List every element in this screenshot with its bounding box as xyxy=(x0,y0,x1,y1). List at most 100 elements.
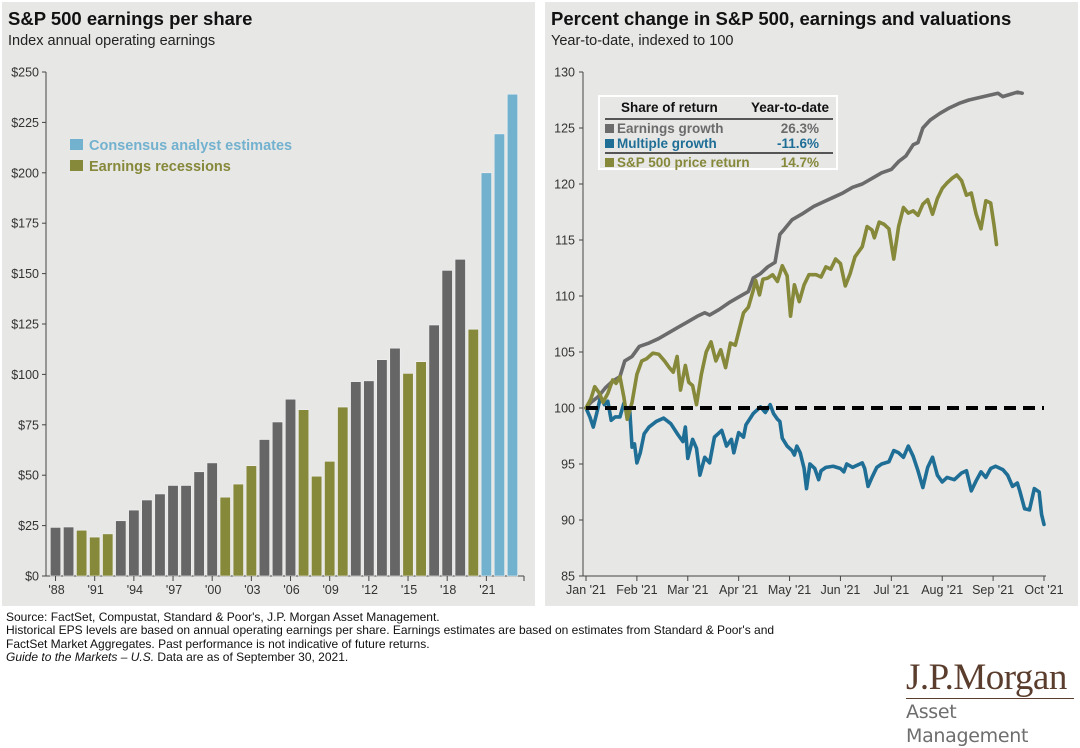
valuation-chart-panel: Percent change in S&P 500, earnings and … xyxy=(545,2,1078,606)
footnote-guide-title: Guide to the Markets – U.S. xyxy=(6,650,155,665)
eps-chart-subtitle: Index annual operating earnings xyxy=(8,33,216,49)
x-tick-label: Aug '21 xyxy=(921,583,963,597)
x-tick-label: Apr '21 xyxy=(719,583,758,597)
bar-2021 xyxy=(480,172,492,577)
bar-2010 xyxy=(337,406,349,577)
x-tick-label: Jun '21 xyxy=(820,583,860,597)
y-tick-label: 100 xyxy=(554,402,575,416)
valuation-line-chart: 85 90 95 100 105 110 115 120 125 130 Jan '21 Feb '2… xyxy=(554,66,1064,598)
x-tick-label: Jul '21 xyxy=(873,583,909,597)
header-share-of-return: Share of return xyxy=(621,100,718,115)
valuation-chart-subtitle: Year-to-date, indexed to 100 xyxy=(551,33,734,49)
x-tick-label: Feb '21 xyxy=(616,583,657,597)
y-tick-label: $100 xyxy=(11,368,39,382)
bar-2004 xyxy=(258,439,270,577)
x-tick-label: '03 xyxy=(244,583,260,597)
x-tick-label: '21 xyxy=(479,583,495,597)
x-tick-label: Mar '21 xyxy=(667,583,708,597)
y-tick-label: 110 xyxy=(555,290,575,304)
bar-1990 xyxy=(76,529,88,577)
y-tick-label: 125 xyxy=(554,122,575,136)
bar-1996 xyxy=(154,493,166,577)
y-tick-label: 115 xyxy=(555,234,575,248)
x-tick-label: '15 xyxy=(401,583,417,597)
series-line-multiple-growth xyxy=(584,394,1046,527)
bar-2000 xyxy=(206,462,218,577)
bar-2003 xyxy=(245,465,257,577)
y-tick-label: 90 xyxy=(561,514,575,528)
bar-2013 xyxy=(376,359,388,577)
bar-2008 xyxy=(311,475,323,577)
eps-chart-panel: S&P 500 earnings per share Index annual … xyxy=(2,2,535,606)
bar-1999 xyxy=(193,471,205,577)
x-tick-label: '94 xyxy=(127,583,143,597)
logo-wordmark: J.P.Morgan xyxy=(906,657,1067,698)
bar-2015 xyxy=(402,373,414,577)
row-value: 26.3% xyxy=(780,121,819,136)
bar-1989 xyxy=(63,526,75,577)
bar-1993 xyxy=(115,520,127,577)
bar-1988 xyxy=(50,527,62,577)
y-tick-label: $175 xyxy=(11,217,39,231)
eps-bar-chart: $0 $25 $50 $75 $100 $125 $150 $175 $200 $225 $250 '… xyxy=(11,66,525,597)
x-tick-label: '09 xyxy=(323,583,339,597)
bar-2009 xyxy=(324,460,336,577)
y-tick-label: 105 xyxy=(554,346,575,360)
row-value: -11.6% xyxy=(776,136,819,151)
bar-2012 xyxy=(363,380,375,577)
legend-label-recession: Earnings recessions xyxy=(89,159,231,175)
legend-label-estimate: Consensus analyst estimates xyxy=(89,138,292,154)
logo-divider xyxy=(906,698,1074,699)
row-value: 14.7% xyxy=(780,155,819,170)
earnings-swatch-icon xyxy=(605,124,614,133)
footnote-date: Guide to the Markets – U.S. Data are as … xyxy=(6,651,774,664)
bar-2014 xyxy=(389,347,401,577)
footnote-disclaimer: FactSet Market Aggregates. Past performa… xyxy=(6,636,430,651)
table-divider xyxy=(605,118,833,120)
bar-2001 xyxy=(219,496,231,577)
legend-swatch-estimate xyxy=(70,139,83,150)
multiple-swatch-icon xyxy=(605,139,614,148)
bar-2006 xyxy=(285,398,297,577)
bar-2023 xyxy=(506,93,518,577)
table-divider xyxy=(605,152,833,154)
row-label: Multiple growth xyxy=(617,136,717,151)
header-year-to-date: Year-to-date xyxy=(750,100,829,115)
jpmorgan-logo: J.P.Morgan Asset Management xyxy=(906,657,1076,748)
x-tick-label: '91 xyxy=(88,583,104,597)
series-line-s-p-500-price-return xyxy=(584,173,999,422)
eps-chart-title: S&P 500 earnings per share xyxy=(8,8,253,29)
bar-1997 xyxy=(167,485,179,577)
table-header: Share of return Year-to-date xyxy=(605,100,831,116)
x-tick-label: Oct '21 xyxy=(1024,583,1063,597)
bar-2007 xyxy=(298,409,310,577)
bar-1998 xyxy=(180,485,192,577)
bar-2016 xyxy=(415,361,427,577)
series-line-earnings-growth xyxy=(584,90,1024,410)
x-tick-label: '00 xyxy=(205,583,221,597)
share-of-return-table: Share of return Year-to-date Earnings gr… xyxy=(598,95,838,170)
y-tick-label: $250 xyxy=(11,66,39,80)
y-tick-label: $50 xyxy=(18,469,39,483)
bar-2011 xyxy=(350,381,362,577)
y-tick-label: $150 xyxy=(11,267,39,281)
x-tick-label: '12 xyxy=(362,583,378,597)
y-tick-label: 95 xyxy=(561,458,575,472)
footnote-methodology: Historical EPS levels are based on annua… xyxy=(6,623,775,638)
y-tick-label: $200 xyxy=(11,166,39,180)
bar-2018 xyxy=(441,270,453,577)
x-tick-label: '97 xyxy=(166,583,182,597)
bar-1991 xyxy=(89,536,101,577)
footnote-source: Source: FactSet, Compustat, Standard & P… xyxy=(6,610,440,624)
legend-swatch-recession xyxy=(70,160,83,171)
y-tick-label: $25 xyxy=(18,519,39,533)
table-row-price-return: S&P 500 price return 14.7% xyxy=(605,155,831,171)
footnotes: Source: FactSet, Compustat, Standard & P… xyxy=(6,610,775,665)
table-row-multiple: Multiple growth -11.6% xyxy=(605,136,831,152)
bar-2017 xyxy=(428,324,440,577)
bar-1995 xyxy=(141,499,153,577)
bar-2005 xyxy=(271,421,283,577)
footnote-data-date: Data are as of September 30, 2021. xyxy=(154,650,349,665)
price-return-swatch-icon xyxy=(605,158,614,167)
y-tick-label: $75 xyxy=(18,418,39,432)
